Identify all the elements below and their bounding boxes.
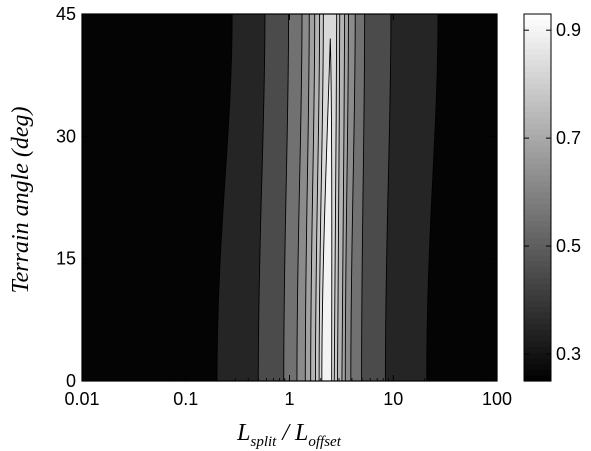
colorbar-step xyxy=(524,151,551,158)
colorbar-step xyxy=(524,105,551,113)
colorbar-step xyxy=(524,174,551,181)
colorbar-step xyxy=(524,323,551,330)
colorbar-step xyxy=(524,145,551,153)
colorbar-step xyxy=(524,329,551,336)
colorbar-step xyxy=(524,208,551,216)
colorbar-step xyxy=(524,220,551,227)
y-tick-label: 30 xyxy=(56,126,76,146)
colorbar-step xyxy=(524,340,551,348)
colorbar-step xyxy=(524,335,551,342)
colorbar-step xyxy=(524,48,551,55)
colorbar: 0.3 0.5 0.7 0.9 xyxy=(523,13,581,382)
colorbar-step xyxy=(524,71,551,78)
colorbar-step xyxy=(524,226,551,233)
x-tick-label: 0.1 xyxy=(173,389,198,409)
colorbar-step xyxy=(524,346,551,353)
colorbar-step xyxy=(524,214,551,222)
colorbar-tick-label: 0.3 xyxy=(556,344,581,364)
colorbar-step xyxy=(524,231,551,239)
contour-region-9 xyxy=(321,38,332,381)
colorbar-step xyxy=(524,42,551,50)
colorbar-step xyxy=(524,65,551,72)
colorbar-step xyxy=(524,140,551,147)
x-label-L2: L xyxy=(294,420,308,446)
colorbar-step xyxy=(524,36,551,44)
y-axis-label: Terrain angle (deg) xyxy=(8,106,34,293)
colorbar-step xyxy=(524,352,551,359)
colorbar-step xyxy=(524,317,551,325)
colorbar-step xyxy=(524,203,551,210)
colorbar-step xyxy=(524,25,551,32)
plot-area xyxy=(82,14,497,381)
colorbar-tick-label: 0.7 xyxy=(556,128,581,148)
colorbar-step xyxy=(524,266,551,273)
contour-line-9 xyxy=(321,38,333,382)
colorbar-step xyxy=(524,59,551,67)
colorbar-step xyxy=(524,82,551,90)
x-tick-label: 1 xyxy=(284,389,294,409)
colorbar-step xyxy=(524,191,551,199)
colorbar-step xyxy=(524,88,551,95)
x-label-slash: / xyxy=(276,420,295,446)
colorbar-step xyxy=(524,260,551,267)
x-label-L1: L xyxy=(236,420,250,446)
colorbar-step xyxy=(524,358,551,365)
colorbar-step xyxy=(524,54,551,61)
colorbar-step xyxy=(524,300,551,308)
colorbar-step xyxy=(524,168,551,176)
y-tick-label: 45 xyxy=(56,4,76,24)
colorbar-step xyxy=(524,289,551,296)
colorbar-step xyxy=(524,306,551,313)
colorbar-step xyxy=(524,312,551,319)
x-axis: 0.01 0.1 1 10 100 xyxy=(64,14,512,409)
colorbar-step xyxy=(524,122,551,130)
x-axis-label: Lsplit / Loffset xyxy=(236,420,342,450)
x-tick-label: 0.01 xyxy=(64,389,99,409)
colorbar-step xyxy=(524,249,551,256)
x-label-sub2: offset xyxy=(308,434,341,450)
colorbar-step xyxy=(524,134,551,141)
colorbar-step xyxy=(524,186,551,193)
colorbar-step xyxy=(524,375,551,382)
colorbar-step xyxy=(524,19,551,27)
x-tick-label: 100 xyxy=(482,389,512,409)
colorbar-step xyxy=(524,254,551,262)
colorbar-step xyxy=(524,111,551,118)
colorbar-step xyxy=(524,14,551,21)
colorbar-step xyxy=(524,363,551,371)
x-label-sub1: split xyxy=(250,434,277,450)
colorbar-frame xyxy=(523,13,552,382)
colorbar-tick-label: 0.9 xyxy=(556,20,581,40)
colorbar-step xyxy=(524,77,551,84)
colorbar-step xyxy=(524,369,551,376)
colorbar-tick-label: 0.5 xyxy=(556,236,581,256)
colorbar-step xyxy=(524,128,551,136)
colorbar-step xyxy=(524,197,551,204)
colorbar-step xyxy=(524,243,551,250)
colorbar-step xyxy=(524,180,551,187)
colorbar-step xyxy=(524,157,551,164)
colorbar-step xyxy=(524,100,551,107)
y-tick-label: 15 xyxy=(56,249,76,269)
colorbar-step xyxy=(524,237,551,244)
y-tick-label: 0 xyxy=(66,371,76,391)
colorbar-step xyxy=(524,272,551,279)
colorbar-step xyxy=(524,31,551,38)
colorbar-step xyxy=(524,163,551,170)
colorbar-step xyxy=(524,94,551,101)
colorbar-step xyxy=(524,277,551,285)
colorbar-step xyxy=(524,117,551,124)
y-axis: 0 15 30 45 xyxy=(56,4,497,391)
colorbar-step xyxy=(524,294,551,302)
x-tick-label: 10 xyxy=(383,389,403,409)
colorbar-step xyxy=(524,283,551,290)
